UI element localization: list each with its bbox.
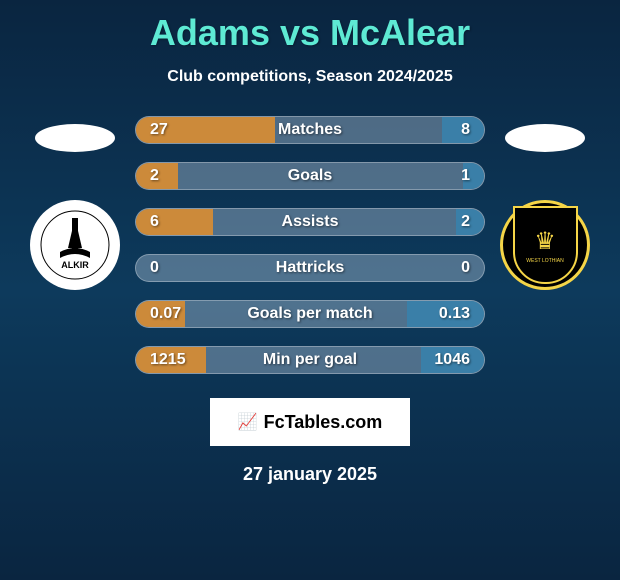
stat-value-right: 1046	[434, 351, 470, 369]
page-title: Adams vs McAlear	[0, 0, 620, 54]
stat-value-left: 6	[150, 213, 159, 231]
footer-brand-badge: 📈 FcTables.com	[210, 398, 410, 446]
footer-brand-text: FcTables.com	[264, 412, 383, 433]
stat-bar: 6 2 Assists	[135, 208, 485, 236]
right-club-badge: ♛ WEST LOTHIAN	[500, 200, 590, 290]
left-badge-text: ALKIR	[61, 260, 89, 270]
stat-value-right: 0	[461, 259, 470, 277]
stat-bar: 0 0 Hattricks	[135, 254, 485, 282]
comparison-content: ALKIR 27 8 Matches 2 1 Goals 6 2 Assists 0 0 Hattri…	[0, 116, 620, 374]
left-flag-icon	[35, 124, 115, 152]
lion-icon: ♛	[534, 227, 556, 256]
right-column: ♛ WEST LOTHIAN	[485, 116, 605, 290]
right-badge-text: WEST LOTHIAN	[526, 258, 563, 264]
stat-label: Goals per match	[247, 305, 372, 323]
stat-label: Hattricks	[276, 259, 344, 277]
left-column: ALKIR	[15, 116, 135, 290]
stats-column: 27 8 Matches 2 1 Goals 6 2 Assists 0 0 Hattricks 0.0…	[135, 116, 485, 374]
left-club-badge: ALKIR	[30, 200, 120, 290]
stat-label: Assists	[282, 213, 339, 231]
subtitle: Club competitions, Season 2024/2025	[0, 68, 620, 86]
stat-label: Goals	[288, 167, 332, 185]
stat-value-right: 2	[461, 213, 470, 231]
right-flag-icon	[505, 124, 585, 152]
stat-value-right: 8	[461, 121, 470, 139]
stat-bar: 0.07 0.13 Goals per match	[135, 300, 485, 328]
stat-bar: 2 1 Goals	[135, 162, 485, 190]
right-badge-shield: ♛ WEST LOTHIAN	[513, 206, 578, 284]
date-text: 27 january 2025	[0, 464, 620, 485]
stat-bar: 27 8 Matches	[135, 116, 485, 144]
stat-value-right: 1	[461, 167, 470, 185]
chart-icon: 📈	[238, 412, 258, 432]
stat-label: Matches	[278, 121, 342, 139]
stat-fill-left	[136, 209, 213, 235]
stat-value-left: 0.07	[150, 305, 181, 323]
stat-value-left: 1215	[150, 351, 186, 369]
stat-value-left: 2	[150, 167, 159, 185]
stat-value-left: 0	[150, 259, 159, 277]
stat-label: Min per goal	[263, 351, 357, 369]
stat-bar: 1215 1046 Min per goal	[135, 346, 485, 374]
stat-value-left: 27	[150, 121, 168, 139]
stat-value-right: 0.13	[439, 305, 470, 323]
